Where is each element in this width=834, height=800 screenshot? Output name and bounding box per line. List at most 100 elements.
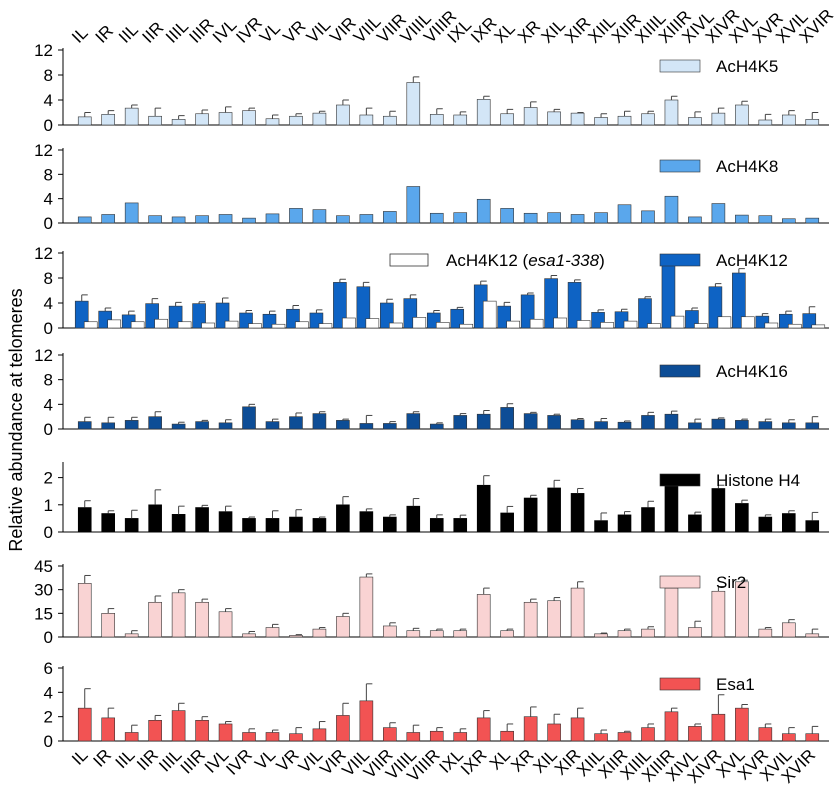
y-tick-label: 4 — [44, 294, 53, 313]
bar-XVIL — [781, 218, 796, 224]
bar-IIL — [124, 107, 139, 126]
bar-XIR — [570, 717, 585, 742]
bar-XIIIR — [664, 711, 679, 742]
legend-label: AcH4K8 — [716, 157, 778, 176]
bar-VIIL — [359, 114, 374, 126]
y-tick-label: 0 — [44, 420, 53, 439]
bar-VR — [289, 635, 303, 638]
bar-XL — [500, 730, 514, 742]
bar-XIL — [547, 723, 561, 742]
bar-XL — [506, 320, 520, 329]
bar-IXR — [476, 484, 491, 533]
bar-VIL — [312, 518, 327, 533]
bar-IXR — [476, 99, 491, 126]
bar-VIIR — [389, 322, 403, 329]
y-tick-label: 0 — [44, 628, 53, 647]
bar-XIR — [570, 419, 585, 430]
bar-XIL — [547, 600, 561, 638]
y-tick-label: 4 — [44, 91, 53, 110]
y-tick-label: 0 — [44, 732, 53, 751]
bar-IIIR — [195, 421, 209, 430]
y-tick-label: 45 — [34, 557, 53, 576]
bar-VR — [289, 208, 303, 224]
bar-XL — [500, 208, 514, 224]
bar-VIR — [336, 420, 350, 430]
bar-XL — [500, 407, 514, 430]
bar-XVIL — [787, 323, 802, 329]
bar-XIVL — [694, 323, 708, 329]
bar-XIIL — [594, 421, 608, 430]
bar-IVL — [218, 723, 233, 742]
bar-XVR — [758, 516, 773, 533]
bar-VIIIR — [429, 630, 444, 638]
bar-IL — [77, 216, 92, 224]
bar-XIIL — [594, 733, 608, 742]
y-tick-label: 8 — [44, 371, 53, 390]
bar-IIL — [124, 732, 139, 742]
panel-7: 0 2 4 6 Esa1 — [44, 659, 829, 751]
bar-VL — [265, 213, 280, 224]
bar-XIVR — [711, 418, 726, 430]
y-tick-label: 6 — [44, 659, 53, 678]
bar-VL — [271, 323, 286, 329]
y-tick-label: 0 — [44, 523, 53, 542]
bar-XVIR — [805, 520, 820, 533]
bar-XIIL — [594, 212, 608, 224]
bar-IXR — [482, 300, 497, 329]
bar-XIIIR — [664, 413, 679, 430]
y-tick-label: 8 — [44, 66, 53, 85]
y-tick-label: 2 — [44, 708, 53, 727]
bar-VIIR — [383, 423, 397, 430]
bar-XVIL — [781, 114, 796, 126]
bar-XIIIL — [641, 727, 655, 742]
bar-XVL — [735, 503, 749, 533]
bar-XVIR — [805, 733, 820, 742]
bar-IVR — [242, 732, 256, 742]
bar-XIL — [547, 487, 561, 533]
bar-XIIR — [617, 630, 632, 638]
legend-label: AcH4K12 — [716, 251, 788, 270]
bar-XIVR — [711, 713, 726, 742]
bar-XIIIR — [664, 99, 679, 126]
bar-IXL — [453, 114, 468, 126]
bar-IXL — [453, 518, 468, 533]
bar-VIL — [312, 413, 327, 430]
bar-XIIR — [617, 732, 632, 742]
bar-VIIIR — [435, 322, 450, 329]
bar-IXR — [476, 413, 491, 430]
bar-XIR — [570, 112, 585, 126]
bar-VR — [289, 115, 303, 126]
bottom-label-IL: IL — [68, 745, 91, 768]
bar-XIIR — [617, 514, 632, 533]
bar-XVIR — [805, 119, 820, 126]
panel-4: 0 4 8 12 AcH4K16 — [34, 346, 829, 439]
bar-IVR — [242, 217, 256, 224]
bar-IIIR — [195, 601, 209, 638]
bar-XIVL — [688, 514, 702, 533]
bar-IVR — [242, 518, 256, 533]
bar-XIL — [553, 317, 567, 329]
bar-XIVL — [688, 117, 702, 126]
bar-IIIL — [171, 216, 186, 224]
legend-swatch — [659, 473, 701, 487]
legend-swatch — [389, 253, 429, 267]
bar-XVR — [758, 215, 773, 224]
bar-IXR — [476, 198, 491, 224]
bar-XIIIL — [641, 113, 655, 126]
bar-IIIR — [195, 507, 209, 533]
bar-VIIL — [359, 576, 374, 638]
bar-XIIL — [594, 520, 608, 533]
panel-6: 0 15 30 45 Sir2 — [34, 557, 829, 647]
bar-VIIIL — [406, 505, 421, 533]
bar-XVIR — [805, 633, 820, 638]
bar-VL — [265, 118, 280, 126]
bar-VIIR — [383, 211, 397, 224]
bar-IIR — [148, 115, 162, 126]
y-tick-label: 15 — [34, 604, 53, 623]
bar-IIR — [148, 215, 162, 224]
bar-IVR — [242, 633, 256, 638]
bar-IIIR — [195, 215, 209, 224]
bar-VIIR — [383, 115, 397, 126]
bar-XIIIR — [664, 479, 679, 533]
y-tick-label: 2 — [44, 469, 53, 488]
